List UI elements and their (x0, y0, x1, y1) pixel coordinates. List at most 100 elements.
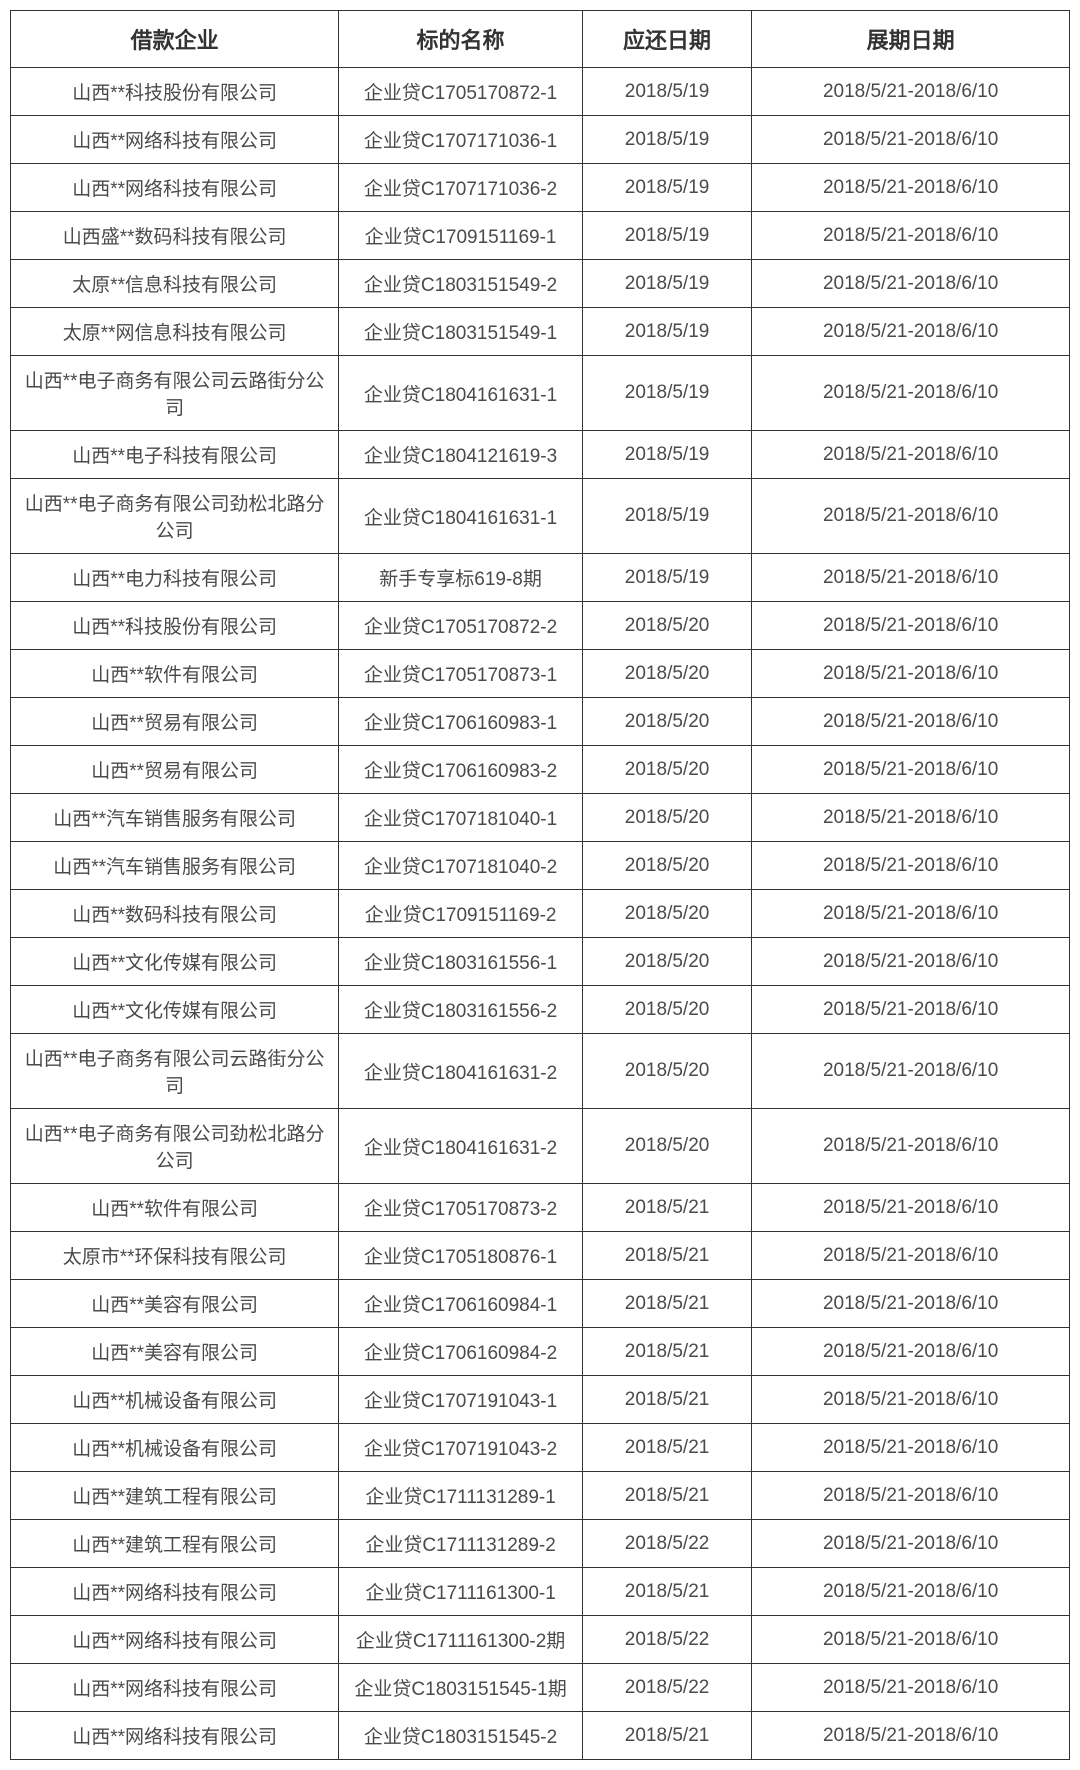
cell-due-date: 2018/5/19 (582, 431, 751, 479)
cell-due-date: 2018/5/20 (582, 698, 751, 746)
cell-extension-date: 2018/5/21-2018/6/10 (752, 1664, 1070, 1712)
cell-due-date: 2018/5/22 (582, 1664, 751, 1712)
cell-due-date: 2018/5/22 (582, 1616, 751, 1664)
cell-due-date: 2018/5/19 (582, 68, 751, 116)
cell-company: 山西**科技股份有限公司 (11, 68, 339, 116)
cell-extension-date: 2018/5/21-2018/6/10 (752, 68, 1070, 116)
table-row: 山西**网络科技有限公司企业贷C1711161300-12018/5/21201… (11, 1568, 1070, 1616)
cell-bid-name: 企业贷C1706160984-2 (339, 1328, 583, 1376)
cell-bid-name: 企业贷C1707191043-1 (339, 1376, 583, 1424)
cell-bid-name: 企业贷C1706160983-2 (339, 746, 583, 794)
cell-company: 山西**美容有限公司 (11, 1280, 339, 1328)
table-body: 山西**科技股份有限公司企业贷C1705170872-12018/5/19201… (11, 68, 1070, 1760)
cell-extension-date: 2018/5/21-2018/6/10 (752, 1424, 1070, 1472)
table-row: 山西**建筑工程有限公司企业贷C1711131289-12018/5/21201… (11, 1472, 1070, 1520)
table-row: 山西**机械设备有限公司企业贷C1707191043-22018/5/21201… (11, 1424, 1070, 1472)
cell-company: 山西**机械设备有限公司 (11, 1376, 339, 1424)
cell-extension-date: 2018/5/21-2018/6/10 (752, 602, 1070, 650)
cell-extension-date: 2018/5/21-2018/6/10 (752, 164, 1070, 212)
cell-due-date: 2018/5/21 (582, 1232, 751, 1280)
cell-bid-name: 企业贷C1803161556-2 (339, 986, 583, 1034)
cell-bid-name: 企业贷C1711131289-2 (339, 1520, 583, 1568)
cell-extension-date: 2018/5/21-2018/6/10 (752, 1616, 1070, 1664)
cell-company: 山西**电子商务有限公司劲松北路分公司 (11, 1109, 339, 1184)
cell-bid-name: 企业贷C1803151549-1 (339, 308, 583, 356)
cell-bid-name: 企业贷C1705170873-2 (339, 1184, 583, 1232)
cell-company: 山西**贸易有限公司 (11, 746, 339, 794)
cell-extension-date: 2018/5/21-2018/6/10 (752, 986, 1070, 1034)
cell-bid-name: 企业贷C1803161556-1 (339, 938, 583, 986)
cell-due-date: 2018/5/19 (582, 356, 751, 431)
table-row: 山西**贸易有限公司企业贷C1706160983-22018/5/202018/… (11, 746, 1070, 794)
table-row: 山西**网络科技有限公司企业贷C1803151545-22018/5/21201… (11, 1712, 1070, 1760)
table-row: 山西**软件有限公司企业贷C1705170873-12018/5/202018/… (11, 650, 1070, 698)
cell-company: 山西**文化传媒有限公司 (11, 938, 339, 986)
cell-company: 山西**建筑工程有限公司 (11, 1472, 339, 1520)
table-row: 太原市**环保科技有限公司企业贷C1705180876-12018/5/2120… (11, 1232, 1070, 1280)
col-header-bid-name: 标的名称 (339, 11, 583, 68)
cell-extension-date: 2018/5/21-2018/6/10 (752, 1184, 1070, 1232)
cell-due-date: 2018/5/21 (582, 1184, 751, 1232)
cell-due-date: 2018/5/19 (582, 116, 751, 164)
cell-due-date: 2018/5/21 (582, 1424, 751, 1472)
cell-company: 山西**网络科技有限公司 (11, 1616, 339, 1664)
cell-company: 山西**贸易有限公司 (11, 698, 339, 746)
cell-due-date: 2018/5/20 (582, 746, 751, 794)
cell-due-date: 2018/5/20 (582, 1034, 751, 1109)
cell-extension-date: 2018/5/21-2018/6/10 (752, 1109, 1070, 1184)
table-row: 山西**科技股份有限公司企业贷C1705170872-22018/5/20201… (11, 602, 1070, 650)
cell-extension-date: 2018/5/21-2018/6/10 (752, 1280, 1070, 1328)
cell-due-date: 2018/5/21 (582, 1712, 751, 1760)
table-row: 山西**汽车销售服务有限公司企业贷C1707181040-22018/5/202… (11, 842, 1070, 890)
cell-extension-date: 2018/5/21-2018/6/10 (752, 431, 1070, 479)
cell-company: 太原**网信息科技有限公司 (11, 308, 339, 356)
cell-company: 山西**科技股份有限公司 (11, 602, 339, 650)
cell-bid-name: 企业贷C1804161631-1 (339, 356, 583, 431)
cell-due-date: 2018/5/19 (582, 212, 751, 260)
cell-extension-date: 2018/5/21-2018/6/10 (752, 356, 1070, 431)
cell-due-date: 2018/5/20 (582, 890, 751, 938)
cell-due-date: 2018/5/20 (582, 842, 751, 890)
cell-due-date: 2018/5/20 (582, 650, 751, 698)
cell-extension-date: 2018/5/21-2018/6/10 (752, 1568, 1070, 1616)
table-row: 山西**文化传媒有限公司企业贷C1803161556-22018/5/20201… (11, 986, 1070, 1034)
cell-due-date: 2018/5/20 (582, 986, 751, 1034)
table-row: 山西**网络科技有限公司企业贷C1803151545-1期2018/5/2220… (11, 1664, 1070, 1712)
cell-company: 山西**电子商务有限公司云路街分公司 (11, 1034, 339, 1109)
cell-extension-date: 2018/5/21-2018/6/10 (752, 794, 1070, 842)
cell-extension-date: 2018/5/21-2018/6/10 (752, 650, 1070, 698)
table-row: 山西**电子商务有限公司劲松北路分公司企业贷C1804161631-12018/… (11, 479, 1070, 554)
table-row: 山西**网络科技有限公司企业贷C1711161300-2期2018/5/2220… (11, 1616, 1070, 1664)
cell-company: 山西**美容有限公司 (11, 1328, 339, 1376)
cell-extension-date: 2018/5/21-2018/6/10 (752, 746, 1070, 794)
cell-extension-date: 2018/5/21-2018/6/10 (752, 116, 1070, 164)
table-row: 山西**电子商务有限公司劲松北路分公司企业贷C1804161631-22018/… (11, 1109, 1070, 1184)
cell-company: 山西**机械设备有限公司 (11, 1424, 339, 1472)
cell-company: 山西**网络科技有限公司 (11, 1712, 339, 1760)
cell-due-date: 2018/5/20 (582, 938, 751, 986)
cell-company: 山西**软件有限公司 (11, 650, 339, 698)
col-header-extension-date: 展期日期 (752, 11, 1070, 68)
cell-extension-date: 2018/5/21-2018/6/10 (752, 308, 1070, 356)
cell-bid-name: 企业贷C1803151545-1期 (339, 1664, 583, 1712)
cell-bid-name: 企业贷C1711161300-2期 (339, 1616, 583, 1664)
cell-company: 山西盛**数码科技有限公司 (11, 212, 339, 260)
cell-due-date: 2018/5/19 (582, 260, 751, 308)
table-header: 借款企业 标的名称 应还日期 展期日期 (11, 11, 1070, 68)
cell-due-date: 2018/5/20 (582, 602, 751, 650)
cell-company: 太原市**环保科技有限公司 (11, 1232, 339, 1280)
cell-bid-name: 企业贷C1706160984-1 (339, 1280, 583, 1328)
cell-extension-date: 2018/5/21-2018/6/10 (752, 890, 1070, 938)
cell-extension-date: 2018/5/21-2018/6/10 (752, 554, 1070, 602)
table-row: 山西**美容有限公司企业贷C1706160984-12018/5/212018/… (11, 1280, 1070, 1328)
cell-bid-name: 企业贷C1705180876-1 (339, 1232, 583, 1280)
table-row: 山西**建筑工程有限公司企业贷C1711131289-22018/5/22201… (11, 1520, 1070, 1568)
cell-due-date: 2018/5/21 (582, 1376, 751, 1424)
cell-company: 山西**电力科技有限公司 (11, 554, 339, 602)
cell-due-date: 2018/5/22 (582, 1520, 751, 1568)
cell-company: 山西**网络科技有限公司 (11, 164, 339, 212)
cell-bid-name: 企业贷C1709151169-1 (339, 212, 583, 260)
table-row: 山西盛**数码科技有限公司企业贷C1709151169-12018/5/1920… (11, 212, 1070, 260)
cell-company: 山西**电子科技有限公司 (11, 431, 339, 479)
table-row: 太原**网信息科技有限公司企业贷C1803151549-12018/5/1920… (11, 308, 1070, 356)
